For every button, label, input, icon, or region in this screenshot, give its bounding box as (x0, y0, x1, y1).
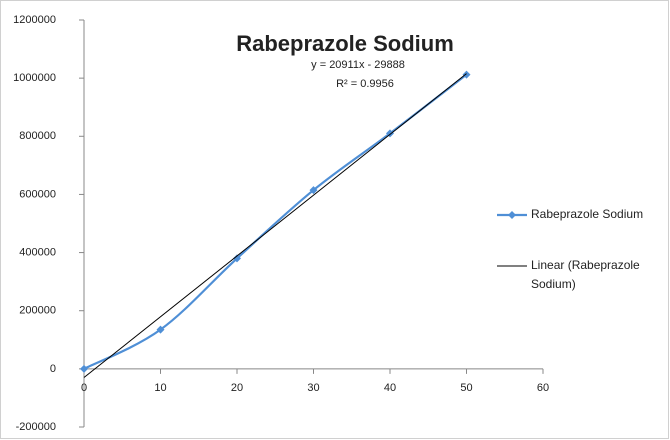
y-tick-label: 800000 (19, 130, 56, 142)
x-tick-label: 20 (231, 382, 243, 394)
data-point (156, 325, 165, 334)
y-tick-label: -200000 (16, 421, 56, 433)
x-tick-label: 40 (384, 382, 396, 394)
series-line (83, 73, 468, 370)
y-tick-label: 1200000 (13, 14, 56, 26)
y-tick-label: 400000 (19, 246, 56, 258)
y-tick-label: 0 (50, 363, 56, 375)
x-tick-label: 60 (537, 382, 549, 394)
legend-trendline: Linear (Rabeprazole Sodium) (531, 258, 640, 291)
trendline (83, 73, 467, 378)
x-tick-label: 30 (307, 382, 319, 394)
data-point (309, 186, 318, 195)
data-point (233, 254, 241, 263)
chart-title: Rabeprazole Sodium (236, 31, 454, 56)
legend-series: Rabeprazole Sodium (531, 207, 644, 221)
y-tick-label: 600000 (19, 188, 56, 200)
x-tick-label: 0 (81, 382, 87, 394)
y-tick-label: 1000000 (13, 72, 56, 84)
trendline-r-squared: R² = 0.9956 (336, 78, 394, 90)
trendline-equation: y = 20911x - 29888 (311, 59, 405, 71)
data-point (80, 364, 88, 373)
y-tick-label: 200000 (19, 305, 56, 317)
legend-series-marker (508, 211, 516, 219)
x-tick-label: 10 (154, 382, 166, 394)
x-tick-label: 50 (460, 382, 472, 394)
data-point (462, 70, 471, 79)
